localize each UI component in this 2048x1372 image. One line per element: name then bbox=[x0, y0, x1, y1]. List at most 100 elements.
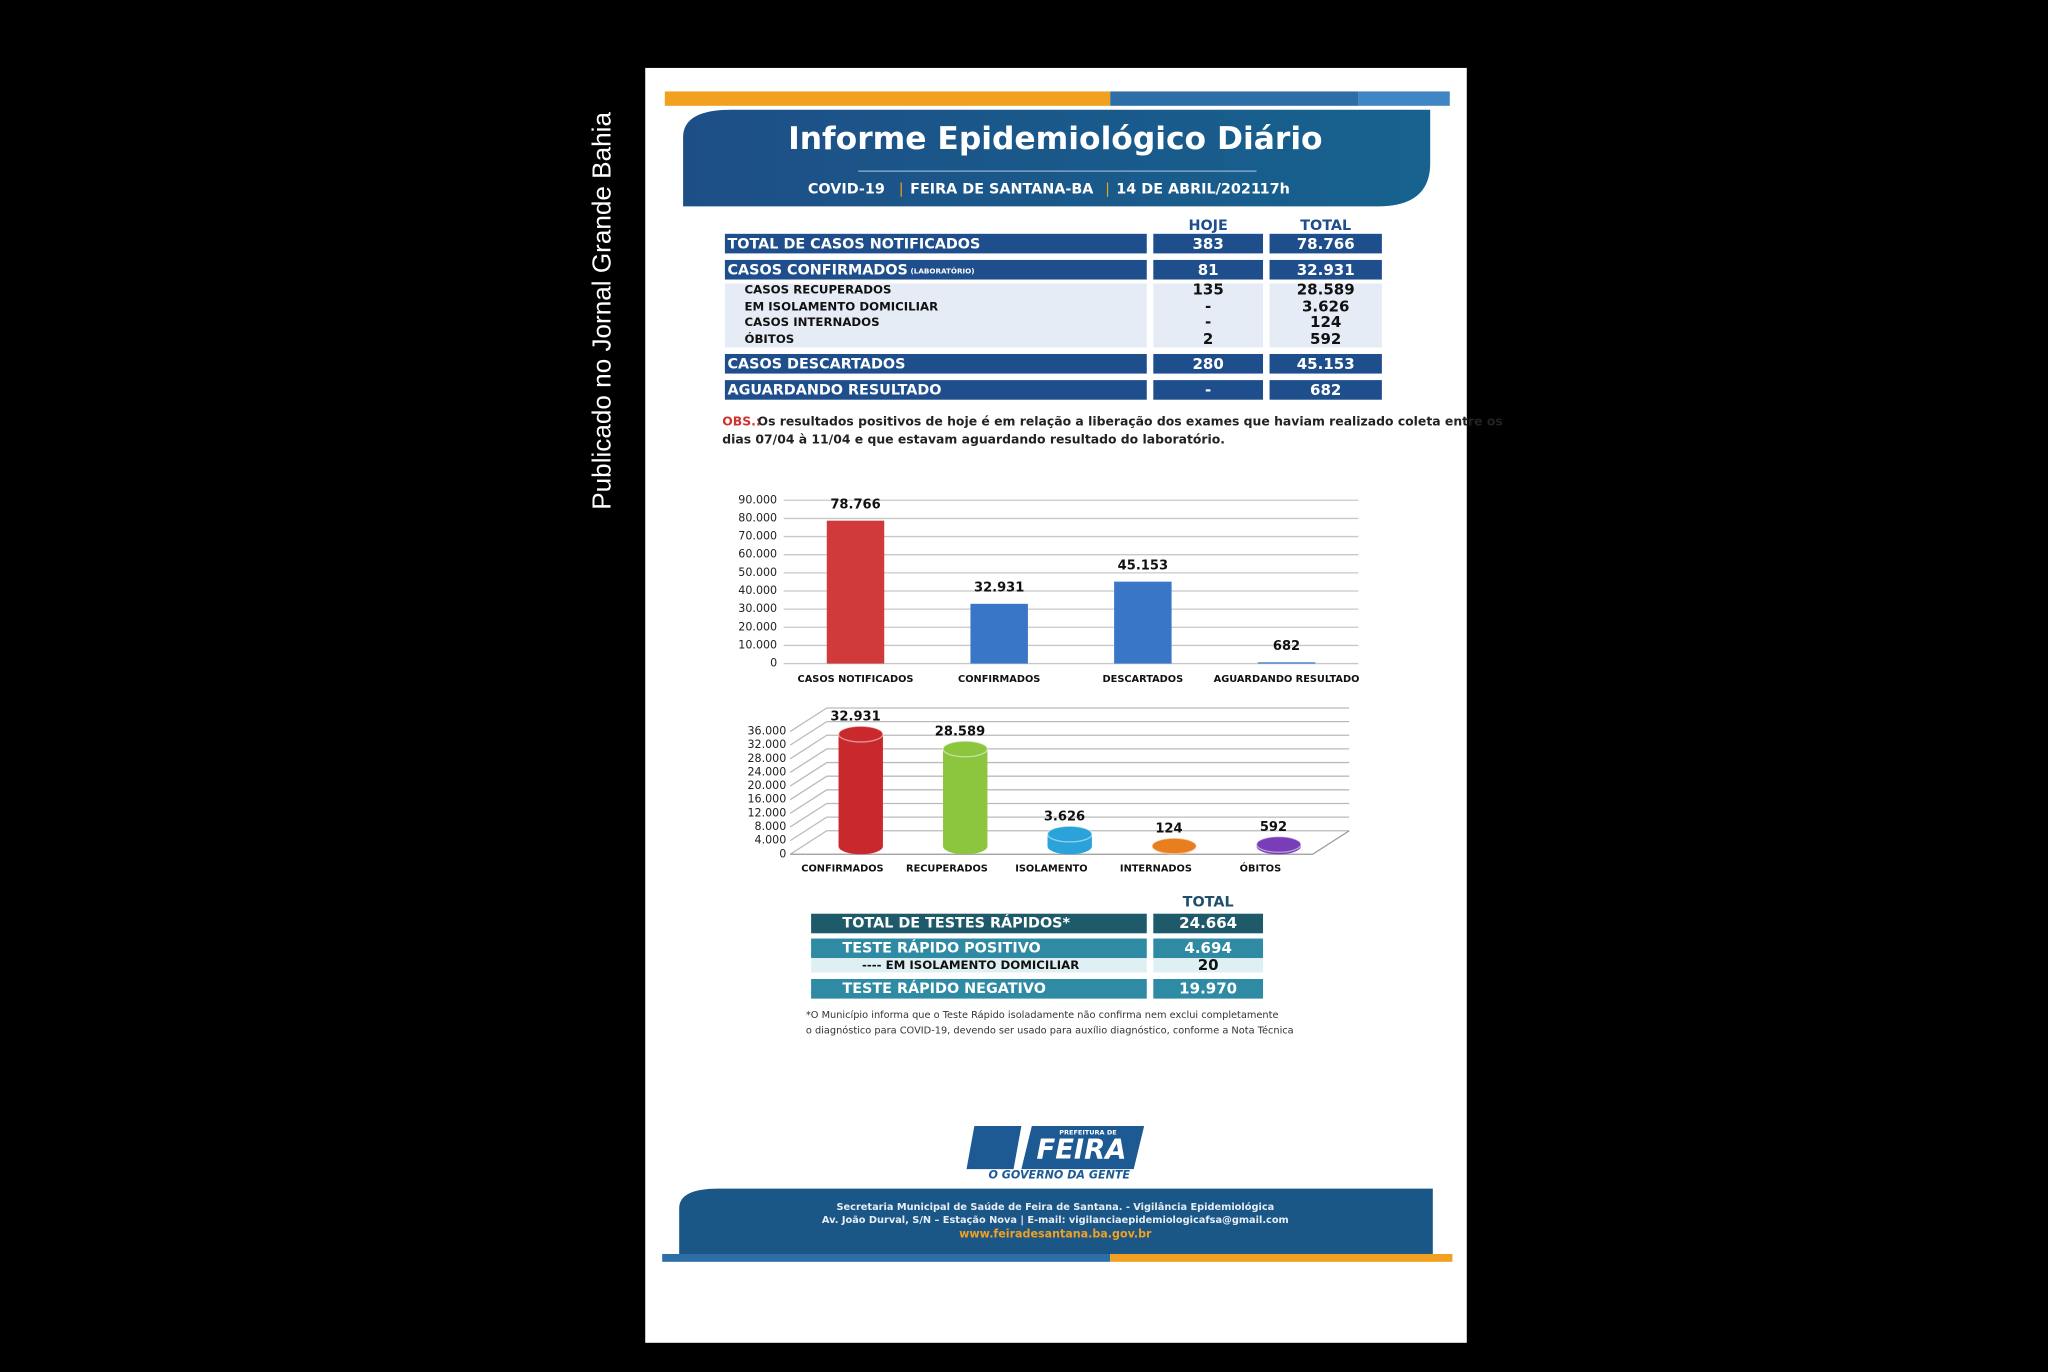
y-tick-label: 80.000 bbox=[738, 511, 777, 524]
separator: | bbox=[899, 181, 904, 197]
footer-text: Av. João Durval, S/N – Estação Nova | E-… bbox=[822, 1215, 1289, 1226]
cylinder-top bbox=[837, 725, 884, 743]
x-tick-label: INTERNADOS bbox=[1120, 864, 1192, 875]
cell-value: 45.153 bbox=[1297, 355, 1355, 373]
row-label: TOTAL DE TESTES RÁPIDOS* bbox=[842, 914, 1070, 931]
header-subtitle: COVID-19 bbox=[808, 181, 885, 197]
row-note: (LABORATÓRIO) bbox=[911, 267, 975, 276]
row-label: CASOS INTERNADOS bbox=[744, 315, 879, 329]
row-cell bbox=[1153, 938, 1264, 959]
x-tick-label: DESCARTADOS bbox=[1103, 674, 1184, 685]
row-cell bbox=[1153, 353, 1264, 374]
cell-value: 280 bbox=[1192, 355, 1223, 373]
grid-line bbox=[789, 707, 1350, 733]
cell-value: 682 bbox=[1310, 381, 1341, 399]
value-label: 45.153 bbox=[1118, 558, 1168, 573]
row-label: CASOS CONFIRMADOS bbox=[728, 262, 908, 278]
row-label: ÓBITOS bbox=[744, 331, 794, 346]
row-cell bbox=[1153, 979, 1264, 999]
bar bbox=[1114, 581, 1172, 664]
value-label: 32.931 bbox=[974, 581, 1024, 596]
grid-line bbox=[789, 761, 1350, 787]
row-cell bbox=[811, 913, 1147, 934]
row-cell bbox=[724, 380, 1147, 400]
row-label: ---- EM ISOLAMENTO DOMICILIAR bbox=[862, 958, 1079, 972]
separator: | bbox=[1105, 181, 1110, 197]
y-tick-label: 40.000 bbox=[738, 584, 777, 597]
footnote: o diagnóstico para COVID-19, devendo ser… bbox=[806, 1025, 1294, 1037]
header-subtitle: 14 DE ABRIL/2021 bbox=[1116, 181, 1261, 197]
cylinder-top bbox=[942, 740, 989, 758]
y-tick-label: 70.000 bbox=[738, 530, 777, 543]
cell-value: 124 bbox=[1310, 313, 1341, 331]
cell-value: - bbox=[1205, 313, 1211, 331]
y-tick-label: 30.000 bbox=[738, 602, 777, 615]
row-label: CASOS DESCARTADOS bbox=[728, 356, 906, 372]
row-cell bbox=[1269, 353, 1382, 374]
cell-value: 135 bbox=[1192, 280, 1223, 298]
bar bbox=[826, 520, 885, 664]
row-cell bbox=[811, 979, 1147, 999]
row-label: TOTAL DE CASOS NOTIFICADOS bbox=[728, 236, 981, 252]
y-tick-label: 0 bbox=[779, 847, 786, 860]
stripe bbox=[1110, 1253, 1453, 1262]
grid-line bbox=[789, 775, 1350, 801]
value-label: 592 bbox=[1260, 820, 1287, 835]
grid-line bbox=[789, 830, 1350, 855]
logo-name: FEIRA bbox=[1036, 1134, 1126, 1165]
value-label: 28.589 bbox=[935, 724, 985, 739]
sub-rows-bg bbox=[1153, 283, 1264, 348]
y-tick-label: 10.000 bbox=[738, 638, 777, 651]
y-tick-label: 24.000 bbox=[747, 765, 786, 778]
x-tick-label: CASOS NOTIFICADOS bbox=[798, 674, 914, 685]
y-tick-label: 60.000 bbox=[738, 548, 777, 561]
cylinder bbox=[1151, 837, 1198, 855]
cylinder bbox=[1255, 835, 1302, 855]
row-label: EM ISOLAMENTO DOMICILIAR bbox=[744, 299, 938, 313]
header-subtitle: FEIRA DE SANTANA-BA bbox=[910, 181, 1094, 197]
footer-link: www.feiradesantana.ba.gov.br bbox=[959, 1227, 1152, 1240]
cell-value: 78.766 bbox=[1297, 235, 1355, 253]
cylinder-body bbox=[943, 748, 988, 855]
footer-band bbox=[679, 1188, 1433, 1254]
cell-value: 3.626 bbox=[1302, 297, 1349, 315]
row-cell bbox=[1153, 380, 1264, 400]
cell-value: 81 bbox=[1198, 261, 1219, 279]
row-cell bbox=[724, 233, 1147, 254]
cell-value: 4.694 bbox=[1184, 939, 1231, 957]
x-tick-label: RECUPERADOS bbox=[906, 864, 988, 875]
grid-line bbox=[789, 789, 1350, 814]
y-tick-label: 28.000 bbox=[747, 752, 786, 765]
footnote: *O Município informa que o Teste Rápido … bbox=[806, 1009, 1279, 1021]
cell-value: 32.931 bbox=[1297, 261, 1355, 279]
cylinder-top bbox=[1151, 837, 1198, 855]
cylinder bbox=[1046, 825, 1093, 855]
grid-line bbox=[789, 802, 1350, 828]
x-tick-label: AGUARDANDO RESULTADO bbox=[1214, 674, 1360, 685]
stripe bbox=[662, 1253, 1111, 1262]
stripe bbox=[1110, 91, 1359, 106]
cylinder-top bbox=[1046, 825, 1093, 843]
cell-value: 383 bbox=[1192, 235, 1223, 253]
logo-badge bbox=[966, 1125, 1022, 1170]
header-subtitle: 17h bbox=[1260, 181, 1290, 197]
stripe bbox=[664, 91, 1111, 106]
cell-value: - bbox=[1205, 297, 1211, 315]
obs-label: OBS.: bbox=[722, 413, 761, 428]
side-caption: Publicado no Jornal Grande Bahia bbox=[586, 112, 616, 510]
row-cell bbox=[1153, 259, 1264, 280]
row-cell bbox=[811, 938, 1147, 959]
row-cell bbox=[1153, 233, 1264, 254]
column-header: HOJE bbox=[1188, 218, 1227, 234]
value-label: 682 bbox=[1273, 639, 1300, 654]
y-tick-label: 20.000 bbox=[747, 779, 786, 792]
y-tick-label: 36.000 bbox=[747, 724, 786, 737]
row-cell bbox=[1153, 958, 1264, 973]
bar bbox=[970, 603, 1028, 664]
grid-line bbox=[789, 748, 1350, 773]
logo-top: PREFEITURA DE bbox=[1059, 1128, 1116, 1136]
cylinder bbox=[837, 725, 884, 855]
